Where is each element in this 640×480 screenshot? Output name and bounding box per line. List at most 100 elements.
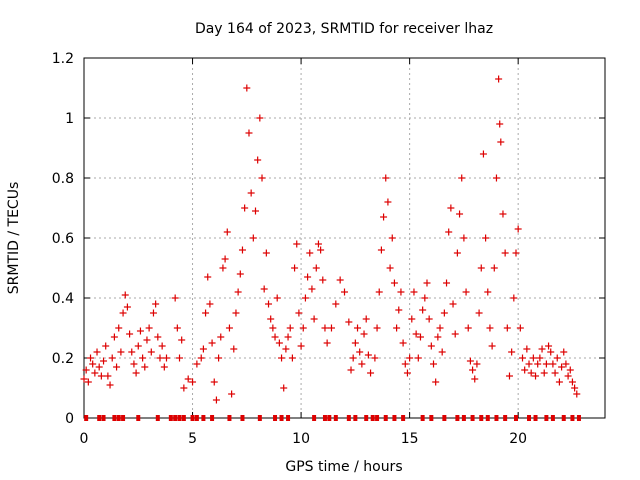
- baseline-point: [227, 415, 232, 421]
- data-point: [297, 342, 305, 350]
- baseline-point: [533, 415, 538, 421]
- data-point: [436, 324, 444, 332]
- baseline-point: [561, 415, 566, 421]
- data-point: [173, 324, 181, 332]
- baseline-point: [442, 415, 447, 421]
- data-point: [492, 174, 500, 182]
- data-point: [95, 363, 103, 371]
- data-point: [560, 348, 568, 356]
- chart-title: Day 164 of 2023, SRMTID for receiver lha…: [195, 21, 493, 37]
- data-point: [139, 354, 147, 362]
- data-point: [412, 330, 420, 338]
- data-point: [110, 333, 118, 341]
- data-point: [89, 360, 97, 368]
- data-point: [371, 354, 379, 362]
- baseline-point: [503, 415, 508, 421]
- data-point: [317, 246, 325, 254]
- data-point: [149, 309, 157, 317]
- x-tick-label: 20: [509, 431, 527, 447]
- data-point: [514, 225, 522, 233]
- data-point: [97, 372, 105, 380]
- data-point: [134, 342, 142, 350]
- data-point: [516, 324, 524, 332]
- data-point: [215, 354, 223, 362]
- data-point: [464, 324, 472, 332]
- data-point: [293, 240, 301, 248]
- data-point: [202, 309, 210, 317]
- data-point: [473, 360, 481, 368]
- baseline-point: [494, 415, 499, 421]
- baseline-point: [364, 415, 369, 421]
- baseline-point: [576, 415, 581, 421]
- data-point: [475, 309, 483, 317]
- data-point: [232, 309, 240, 317]
- data-point: [540, 369, 548, 377]
- data-point: [484, 288, 492, 296]
- data-point: [497, 138, 505, 146]
- data-points: [80, 75, 581, 404]
- data-point: [306, 249, 314, 257]
- data-point: [115, 324, 123, 332]
- data-point: [171, 294, 179, 302]
- data-point: [288, 354, 296, 362]
- data-point: [113, 363, 121, 371]
- data-point: [482, 234, 490, 242]
- data-point: [410, 288, 418, 296]
- baseline-point: [116, 415, 121, 421]
- data-point: [456, 210, 464, 218]
- data-point: [278, 354, 286, 362]
- data-point: [123, 303, 131, 311]
- data-point: [508, 348, 516, 356]
- baseline-point: [461, 415, 466, 421]
- data-point: [388, 234, 396, 242]
- baseline-point: [257, 415, 262, 421]
- baseline-point: [194, 415, 199, 421]
- data-point: [284, 333, 292, 341]
- data-point: [136, 327, 144, 335]
- data-point: [529, 354, 537, 362]
- data-point: [100, 357, 108, 365]
- baseline-point: [181, 415, 186, 421]
- data-point: [327, 324, 335, 332]
- data-point: [241, 204, 249, 212]
- data-point: [386, 264, 394, 272]
- data-point: [395, 306, 403, 314]
- x-axis-label: GPS time / hours: [285, 459, 402, 475]
- baseline-point: [97, 415, 102, 421]
- data-point: [332, 300, 340, 308]
- y-tick-label: 0.8: [52, 171, 74, 187]
- data-point: [382, 174, 390, 182]
- data-point: [219, 264, 227, 272]
- data-point: [236, 270, 244, 278]
- data-point: [510, 294, 518, 302]
- baseline-point: [479, 415, 484, 421]
- baseline-point: [101, 415, 106, 421]
- data-point: [558, 363, 566, 371]
- data-point: [397, 288, 405, 296]
- data-point: [210, 378, 218, 386]
- baseline-point: [550, 415, 555, 421]
- data-point: [299, 324, 307, 332]
- baseline-point: [210, 415, 215, 421]
- data-point: [314, 240, 322, 248]
- y-tick-label: 1.2: [52, 51, 74, 67]
- data-point: [564, 372, 572, 380]
- data-point: [104, 372, 112, 380]
- data-point: [156, 354, 164, 362]
- data-point: [228, 390, 236, 398]
- data-point: [312, 264, 320, 272]
- baseline-point: [177, 415, 182, 421]
- data-point: [102, 342, 110, 350]
- data-point: [423, 279, 431, 287]
- data-point: [551, 369, 559, 377]
- data-point: [453, 249, 461, 257]
- data-point: [399, 339, 407, 347]
- data-point: [189, 378, 197, 386]
- data-point: [349, 354, 357, 362]
- x-tick-label: 10: [292, 431, 310, 447]
- data-point: [519, 354, 527, 362]
- baseline-point: [155, 415, 160, 421]
- data-point: [358, 360, 366, 368]
- data-point: [443, 279, 451, 287]
- data-point: [449, 300, 457, 308]
